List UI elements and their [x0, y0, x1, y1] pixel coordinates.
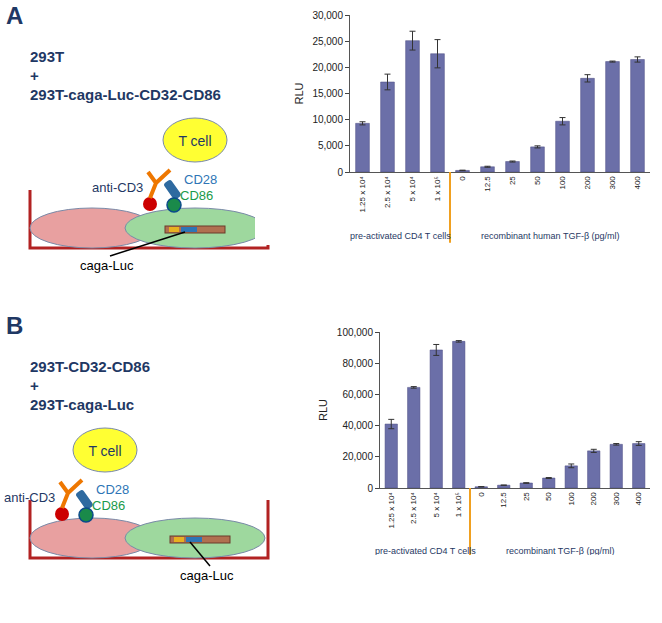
svg-text:5,000: 5,000: [318, 140, 343, 151]
svg-text:B: B: [6, 312, 23, 339]
svg-text:50: 50: [533, 176, 542, 185]
svg-text:RLU: RLU: [317, 399, 329, 421]
svg-text:25,000: 25,000: [312, 36, 343, 47]
svg-text:+: +: [30, 377, 39, 394]
svg-text:20,000: 20,000: [312, 62, 343, 73]
svg-text:0: 0: [337, 167, 343, 178]
svg-text:5 x 10⁴: 5 x 10⁴: [408, 176, 417, 202]
svg-text:CD28: CD28: [96, 482, 129, 497]
svg-text:300: 300: [608, 176, 617, 190]
svg-text:caga-Luc: caga-Luc: [180, 568, 234, 583]
svg-text:RLU: RLU: [293, 82, 305, 104]
svg-text:200: 200: [583, 176, 592, 190]
svg-text:60,000: 60,000: [342, 389, 373, 400]
svg-text:1.25 x 10⁴: 1.25 x 10⁴: [358, 176, 367, 213]
svg-text:pre-activated CD4 T cells: pre-activated CD4 T cells: [350, 231, 451, 241]
svg-text:200: 200: [589, 492, 598, 506]
svg-text:0: 0: [458, 176, 467, 181]
svg-text:50: 50: [544, 492, 553, 501]
svg-text:0: 0: [367, 483, 373, 494]
svg-text:10,000: 10,000: [312, 114, 343, 125]
svg-text:anti-CD3: anti-CD3: [92, 180, 143, 195]
svg-text:caga-Luc: caga-Luc: [80, 258, 134, 273]
svg-text:pre-activated CD4 T cells: pre-activated CD4 T cells: [375, 546, 476, 555]
svg-text:2.5 x 10⁴: 2.5 x 10⁴: [409, 492, 418, 524]
svg-text:293T-caga-Luc-CD32-CD86: 293T-caga-Luc-CD32-CD86: [30, 86, 221, 103]
svg-text:100: 100: [558, 176, 567, 190]
svg-text:12.5: 12.5: [483, 176, 492, 192]
svg-text:CD86: CD86: [180, 188, 213, 203]
svg-text:293T: 293T: [30, 48, 64, 65]
svg-text:+: +: [30, 67, 39, 84]
svg-text:20,000: 20,000: [342, 451, 373, 462]
svg-text:recombinant human TGF-β (pg/ml: recombinant human TGF-β (pg/ml): [481, 231, 620, 241]
svg-text:T cell: T cell: [88, 443, 121, 459]
svg-text:recombinant TGF-β (pg/ml): recombinant TGF-β (pg/ml): [506, 546, 615, 555]
svg-text:CD28: CD28: [184, 172, 217, 187]
svg-text:A: A: [6, 2, 23, 29]
svg-text:400: 400: [634, 492, 643, 506]
svg-text:12.5: 12.5: [499, 492, 508, 508]
svg-text:CD86: CD86: [92, 498, 125, 513]
svg-text:0: 0: [477, 492, 486, 497]
svg-text:5 x 10⁴: 5 x 10⁴: [432, 492, 441, 518]
svg-text:293T-caga-Luc: 293T-caga-Luc: [30, 396, 134, 413]
svg-text:30,000: 30,000: [312, 10, 343, 21]
svg-text:400: 400: [633, 176, 642, 190]
svg-text:300: 300: [612, 492, 621, 506]
svg-text:25: 25: [522, 492, 531, 501]
svg-text:1 x 10⁵: 1 x 10⁵: [454, 492, 463, 517]
svg-text:293T-CD32-CD86: 293T-CD32-CD86: [30, 358, 150, 375]
svg-text:80,000: 80,000: [342, 358, 373, 369]
svg-text:anti-CD3: anti-CD3: [4, 490, 55, 505]
svg-text:100,000: 100,000: [337, 327, 374, 338]
svg-text:1.25 x 10⁴: 1.25 x 10⁴: [387, 492, 396, 529]
svg-text:40,000: 40,000: [342, 420, 373, 431]
svg-text:15,000: 15,000: [312, 88, 343, 99]
svg-text:100: 100: [567, 492, 576, 506]
svg-text:2.5 x 10⁴: 2.5 x 10⁴: [383, 176, 392, 208]
svg-text:1 x 10⁵: 1 x 10⁵: [433, 176, 442, 201]
svg-text:25: 25: [508, 176, 517, 185]
svg-text:T cell: T cell: [178, 133, 211, 149]
